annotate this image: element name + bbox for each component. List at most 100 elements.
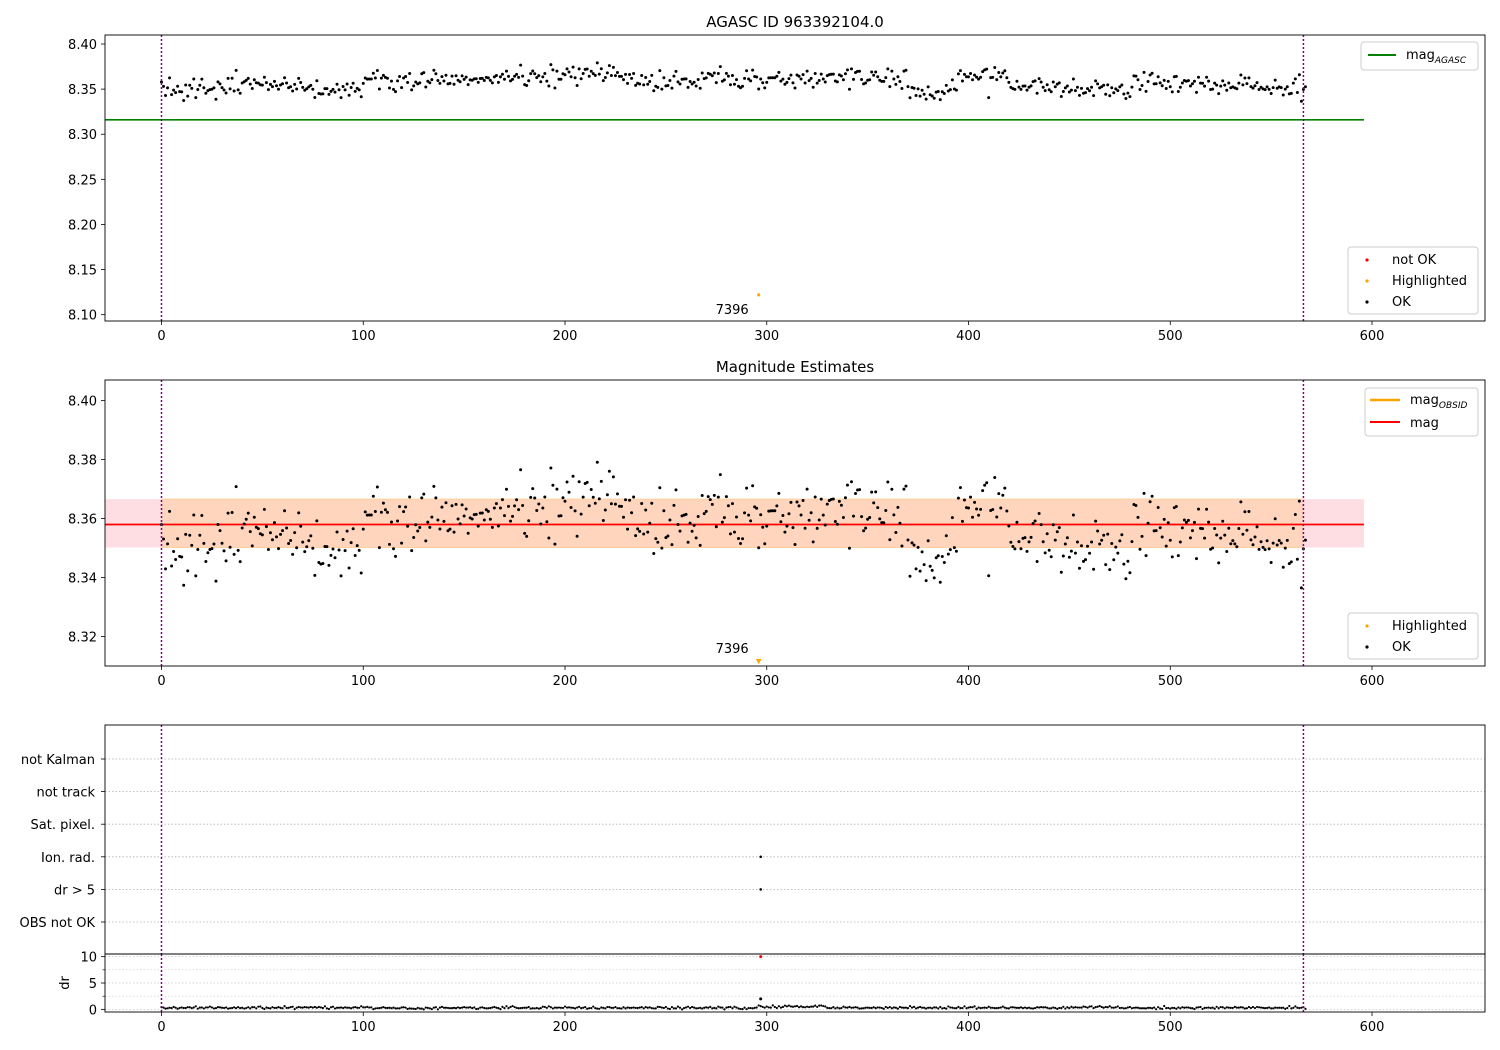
ok-point — [745, 69, 749, 73]
ok-point — [611, 65, 615, 69]
ok-point — [293, 82, 297, 86]
ok-point — [515, 498, 519, 502]
dr-point — [753, 1006, 756, 1009]
dr-point — [1197, 1006, 1200, 1009]
ok-point — [642, 83, 646, 87]
ok-point — [940, 90, 944, 94]
dr-point — [452, 1006, 456, 1009]
ok-point — [967, 75, 971, 79]
ok-point — [759, 77, 763, 81]
ok-point — [642, 532, 646, 536]
ok-point — [690, 82, 694, 86]
dr-point — [430, 1008, 433, 1011]
ok-point — [676, 522, 680, 526]
ok-point — [995, 78, 999, 82]
ok-point — [892, 77, 896, 81]
mid-ytick-label: 8.34 — [68, 572, 97, 587]
dr-point — [592, 1005, 595, 1008]
ok-point — [1017, 540, 1021, 544]
dr-point — [543, 1005, 546, 1009]
ok-point — [676, 80, 680, 84]
dr-point — [656, 1005, 659, 1008]
ok-point — [908, 96, 912, 100]
dr-point — [666, 1007, 669, 1010]
dr-point — [1263, 1007, 1267, 1010]
ok-point — [1281, 93, 1285, 97]
dr-point — [335, 1006, 339, 1009]
ok-point — [277, 87, 281, 91]
ok-point — [571, 474, 575, 478]
ok-point — [285, 526, 289, 530]
ok-point — [807, 79, 811, 83]
ok-point — [311, 546, 315, 550]
ok-point — [1116, 89, 1120, 93]
dr-point — [434, 1006, 437, 1009]
ok-point — [264, 81, 268, 85]
dr-point — [1124, 1007, 1127, 1010]
ok-point — [192, 513, 196, 517]
dr-point — [1153, 1006, 1156, 1009]
ok-point — [714, 81, 718, 85]
ok-point — [868, 515, 872, 519]
ok-point — [890, 487, 894, 491]
ok-point — [1023, 84, 1027, 88]
ok-point — [579, 512, 583, 516]
ok-point — [587, 74, 591, 78]
dr-point — [436, 1008, 439, 1011]
ok-point — [874, 490, 878, 494]
dr-point — [797, 1006, 801, 1009]
dr-point — [866, 1006, 869, 1009]
ok-point — [426, 79, 430, 83]
ok-point — [654, 537, 658, 541]
ok-point — [648, 521, 652, 525]
ok-point — [912, 543, 916, 547]
ok-point — [928, 564, 932, 568]
ok-point — [369, 513, 373, 517]
dr-point — [834, 1007, 837, 1010]
dr-point — [612, 1006, 615, 1009]
ok-point — [422, 492, 426, 496]
dr-point — [456, 1006, 460, 1009]
dr-point — [1009, 1006, 1012, 1009]
ok-point — [1269, 92, 1273, 96]
dr-xtick-label: 500 — [1158, 1020, 1183, 1035]
obsid-annotation: 7396 — [716, 303, 749, 318]
dr-point — [525, 1006, 528, 1009]
dr-point — [965, 1007, 968, 1010]
mid-xtick-label: 200 — [553, 674, 578, 689]
ok-point — [410, 88, 414, 92]
dr-point — [697, 1007, 700, 1010]
dr-point — [1257, 1006, 1261, 1009]
dr-point — [287, 1006, 290, 1009]
ok-point — [1077, 566, 1081, 570]
ok-point — [422, 71, 426, 75]
dr-point — [573, 1007, 577, 1010]
ok-point — [874, 70, 878, 74]
ok-point — [525, 534, 529, 538]
ok-point — [513, 504, 517, 508]
ok-point — [1235, 87, 1239, 91]
ok-point — [1045, 83, 1049, 87]
ok-point — [720, 520, 724, 524]
ok-point — [361, 81, 365, 85]
ok-point — [906, 85, 910, 89]
ok-point — [561, 496, 565, 500]
dr-point — [624, 1007, 627, 1010]
ok-point — [450, 74, 454, 78]
ok-point — [1160, 84, 1164, 88]
dr-point — [691, 1005, 694, 1009]
ok-point — [979, 75, 983, 79]
ok-point — [698, 543, 702, 547]
dr-point — [632, 1006, 635, 1009]
ok-point — [496, 80, 500, 84]
ok-point — [216, 80, 220, 84]
ok-point — [398, 505, 402, 509]
ok-point — [291, 89, 295, 93]
dr-point — [515, 1006, 518, 1010]
ok-point — [884, 76, 888, 80]
dr-point — [743, 1006, 746, 1009]
ok-point — [1154, 529, 1158, 533]
ok-point — [525, 84, 529, 88]
dr-point — [376, 1007, 379, 1010]
dr-point — [828, 1007, 831, 1010]
